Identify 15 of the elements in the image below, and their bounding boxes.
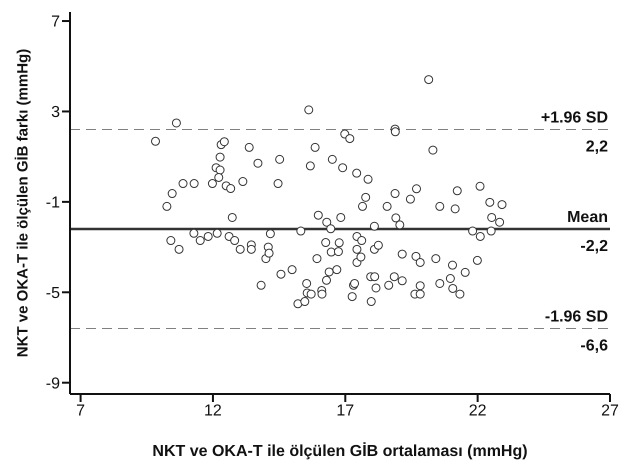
x-tick-label: 22 <box>468 402 487 420</box>
ref-line-label: +1.96 SD 2,2 <box>540 110 608 156</box>
y-axis-title: NKT ve OKA-T ile ölçülen GİB farkı (mmHg) <box>14 48 32 358</box>
y-tick-label: -1 <box>46 194 60 212</box>
y-tick-label: 7 <box>51 14 60 31</box>
y-tick-label: -9 <box>46 375 60 392</box>
x-axis-title: NKT ve OKA-T ile ölçülen GİB ortalaması (mmHg) <box>152 442 528 460</box>
ref-line-label: -1.96 SD -6,6 <box>544 308 608 354</box>
y-tick-label: 3 <box>51 104 60 122</box>
x-tick-label: 7 <box>76 402 86 420</box>
x-tick-label: 17 <box>336 402 354 420</box>
x-tick-label: 12 <box>204 402 222 420</box>
y-tick-label: -5 <box>46 284 60 302</box>
x-tick-label: 27 <box>601 402 619 420</box>
ref-line-label: Mean -2,2 <box>567 208 608 255</box>
